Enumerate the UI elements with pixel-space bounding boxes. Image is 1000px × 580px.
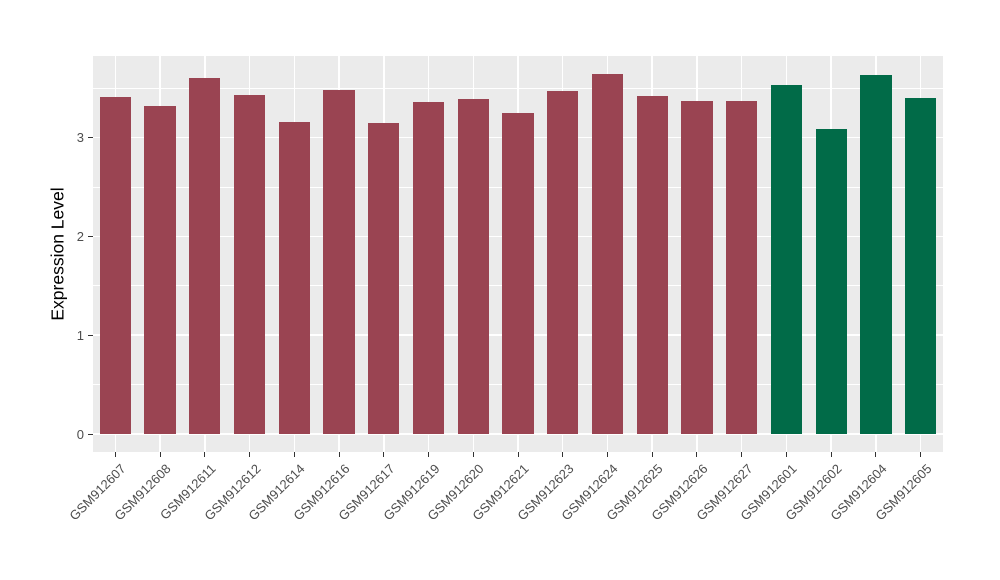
bar-GSM912616: [323, 90, 355, 434]
bar-GSM912614: [278, 121, 310, 434]
bar-GSM912619: [412, 102, 445, 434]
x-tick-mark: [204, 452, 206, 457]
y-tick-label-0: 0: [76, 426, 84, 442]
y-axis-title: Expression Level: [47, 187, 68, 321]
bar-GSM912620: [457, 99, 489, 434]
bar-GSM912607: [99, 97, 132, 434]
bar-GSM912601: [770, 85, 803, 434]
bar-GSM912625: [636, 96, 668, 434]
x-tick-mark: [741, 452, 743, 457]
y-tick-mark: [88, 433, 93, 435]
x-tick-mark: [428, 452, 430, 457]
bar-GSM912604: [860, 75, 892, 434]
x-tick-mark: [920, 452, 922, 457]
x-tick-mark: [517, 452, 519, 457]
x-tick-mark: [785, 452, 787, 457]
x-tick-mark: [338, 452, 340, 457]
x-tick-mark: [383, 452, 385, 457]
y-tick-label-1: 1: [76, 327, 84, 343]
x-tick-mark: [562, 452, 564, 457]
x-tick-mark: [472, 452, 474, 457]
bar-GSM912627: [726, 101, 758, 434]
bar-GSM912617: [368, 122, 400, 434]
x-tick-mark: [875, 452, 877, 457]
bar-GSM912626: [681, 101, 713, 434]
bar-GSM912611: [189, 78, 221, 435]
x-tick-mark: [696, 452, 698, 457]
y-tick-mark: [88, 235, 93, 237]
x-tick-mark: [293, 452, 295, 457]
x-tick-mark: [606, 452, 608, 457]
y-tick-mark: [88, 334, 93, 336]
bar-GSM912612: [233, 95, 266, 435]
x-tick-mark: [249, 452, 251, 457]
y-tick-label-3: 3: [76, 130, 84, 146]
bar-GSM912608: [144, 105, 176, 434]
y-tick-label-2: 2: [76, 228, 84, 244]
bar-GSM912602: [815, 128, 847, 434]
x-tick-mark: [159, 452, 161, 457]
x-tick-mark: [830, 452, 832, 457]
bar-GSM912623: [547, 91, 579, 435]
y-tick-mark: [88, 137, 93, 139]
plot-panel: [93, 56, 943, 452]
x-tick-mark: [114, 452, 116, 457]
bar-GSM912605: [904, 98, 937, 434]
bar-GSM912621: [502, 112, 534, 434]
x-tick-mark: [651, 452, 653, 457]
bar-GSM912624: [591, 74, 624, 435]
